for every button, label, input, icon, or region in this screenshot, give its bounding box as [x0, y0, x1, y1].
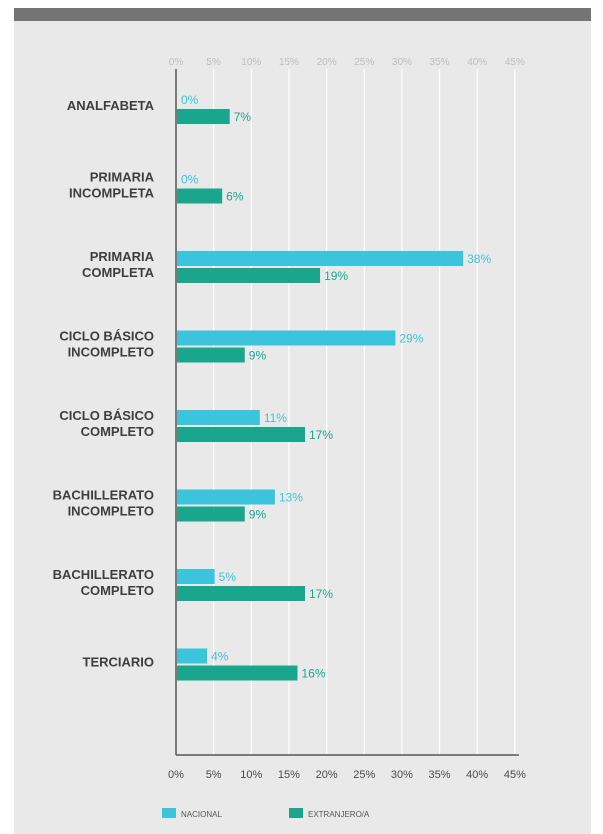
- x-tick-label-top: 15%: [279, 57, 299, 68]
- bar-nacional: [177, 251, 464, 266]
- category-label: CICLO BÁSICO: [59, 408, 154, 423]
- category-label: INCOMPLETA: [69, 186, 155, 201]
- data-label-extranjero: 17%: [309, 428, 333, 442]
- x-tick-label-bottom: 30%: [391, 769, 413, 781]
- bar-extranjero: [177, 586, 306, 601]
- category-label: COMPLETA: [82, 265, 155, 280]
- x-tick-label-top: 25%: [354, 57, 374, 68]
- bar-extranjero: [177, 188, 223, 204]
- x-tick-label-bottom: 45%: [504, 769, 526, 781]
- x-tick-label-top: 40%: [467, 57, 487, 68]
- data-label-extranjero: 19%: [324, 269, 348, 283]
- data-label-nacional: 5%: [219, 570, 237, 584]
- bar-nacional: [177, 330, 396, 346]
- x-tick-label-top: 35%: [430, 57, 450, 68]
- data-label-extranjero: 9%: [249, 349, 267, 363]
- x-tick-label-top: 20%: [317, 57, 337, 68]
- category-label: CICLO BÁSICO: [59, 329, 154, 344]
- bar-extranjero: [177, 268, 321, 283]
- data-label-extranjero: 6%: [226, 190, 244, 204]
- category-label: TERCIARIO: [83, 655, 155, 670]
- x-tick-label-bottom: 0%: [168, 769, 184, 781]
- data-label-nacional: 4%: [211, 650, 229, 664]
- data-label-extranjero: 9%: [249, 508, 267, 522]
- data-label-extranjero: 16%: [301, 667, 325, 681]
- data-label-nacional: 0%: [181, 173, 199, 187]
- chart-panel: 0% 0% 5% 5% 10% 10% 15% 15% 20% 20% 25% 25% 30% 30% 35…: [14, 21, 591, 834]
- data-label-nacional: 38%: [467, 252, 491, 266]
- legend-swatch-extranjero: [289, 808, 303, 818]
- category-label: ANALFABETA: [67, 98, 155, 113]
- data-label-extranjero: 7%: [234, 110, 252, 124]
- x-tick-label-bottom: 10%: [240, 769, 262, 781]
- category-label: INCOMPLETO: [68, 504, 154, 519]
- category-label: BACHILLERATO: [53, 567, 154, 582]
- data-label-nacional: 13%: [279, 491, 303, 505]
- data-label-extranjero: 17%: [309, 587, 333, 601]
- x-tick-label-top: 0%: [169, 57, 184, 68]
- bar-extranjero: [177, 427, 306, 442]
- x-tick-label-top: 5%: [206, 57, 221, 68]
- legend-label-nacional: NACIONAL: [181, 810, 222, 819]
- x-tick-label-bottom: 40%: [466, 769, 488, 781]
- x-tick-label-top: 10%: [241, 57, 261, 68]
- data-label-nacional: 29%: [399, 332, 423, 346]
- x-tick-label-bottom: 15%: [278, 769, 300, 781]
- category-label: PRIMARIA: [90, 170, 155, 185]
- data-label-nacional: 0%: [181, 93, 199, 107]
- data-label-nacional: 11%: [264, 411, 287, 425]
- category-label: INCOMPLETO: [68, 345, 154, 360]
- x-tick-label-top: 45%: [505, 57, 525, 68]
- header-bar: [14, 8, 591, 21]
- x-tick-label-bottom: 20%: [316, 769, 338, 781]
- bar-extranjero: [177, 665, 298, 681]
- x-tick-label-top: 30%: [392, 57, 412, 68]
- legend-label-extranjero: EXTRANJERO/A: [308, 810, 370, 819]
- x-tick-label-bottom: 25%: [353, 769, 375, 781]
- bar-extranjero: [177, 109, 230, 124]
- bar-extranjero: [177, 506, 245, 522]
- legend-swatch-nacional: [162, 808, 176, 818]
- category-label: BACHILLERATO: [53, 488, 154, 503]
- category-label: COMPLETO: [81, 583, 154, 598]
- x-tick-label-bottom: 5%: [206, 769, 222, 781]
- bar-nacional: [177, 648, 208, 664]
- x-tick-label-bottom: 35%: [429, 769, 451, 781]
- bar-nacional: [177, 569, 215, 584]
- bar-nacional: [177, 410, 260, 425]
- bar-extranjero: [177, 347, 245, 363]
- education-level-bar-chart: 0% 0% 5% 5% 10% 10% 15% 15% 20% 20% 25% 25% 30% 30% 35…: [53, 57, 526, 819]
- category-label: COMPLETO: [81, 424, 154, 439]
- bar-nacional: [177, 489, 275, 505]
- category-label: PRIMARIA: [90, 249, 155, 264]
